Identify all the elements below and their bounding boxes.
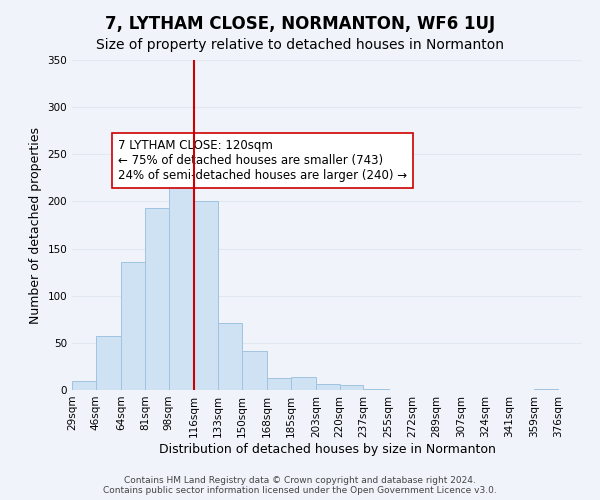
Bar xyxy=(218,323,242,390)
Bar xyxy=(340,386,364,390)
Bar xyxy=(194,202,218,390)
Bar xyxy=(364,389,389,390)
Text: Contains HM Land Registry data © Crown copyright and database right 2024.
Contai: Contains HM Land Registry data © Crown c… xyxy=(103,476,497,495)
X-axis label: Distribution of detached houses by size in Normanton: Distribution of detached houses by size … xyxy=(158,442,496,456)
Text: Size of property relative to detached houses in Normanton: Size of property relative to detached ho… xyxy=(96,38,504,52)
Bar xyxy=(96,336,121,390)
Bar xyxy=(145,208,169,390)
Bar xyxy=(267,378,290,390)
Bar xyxy=(290,377,316,390)
Bar xyxy=(242,352,267,390)
Text: 7 LYTHAM CLOSE: 120sqm
← 75% of detached houses are smaller (743)
24% of semi-de: 7 LYTHAM CLOSE: 120sqm ← 75% of detached… xyxy=(118,139,407,182)
Bar xyxy=(121,262,145,390)
Y-axis label: Number of detached properties: Number of detached properties xyxy=(29,126,42,324)
Bar xyxy=(72,380,96,390)
Text: 7, LYTHAM CLOSE, NORMANTON, WF6 1UJ: 7, LYTHAM CLOSE, NORMANTON, WF6 1UJ xyxy=(105,15,495,33)
Bar xyxy=(535,389,558,390)
Bar xyxy=(316,384,340,390)
Bar xyxy=(169,146,194,390)
